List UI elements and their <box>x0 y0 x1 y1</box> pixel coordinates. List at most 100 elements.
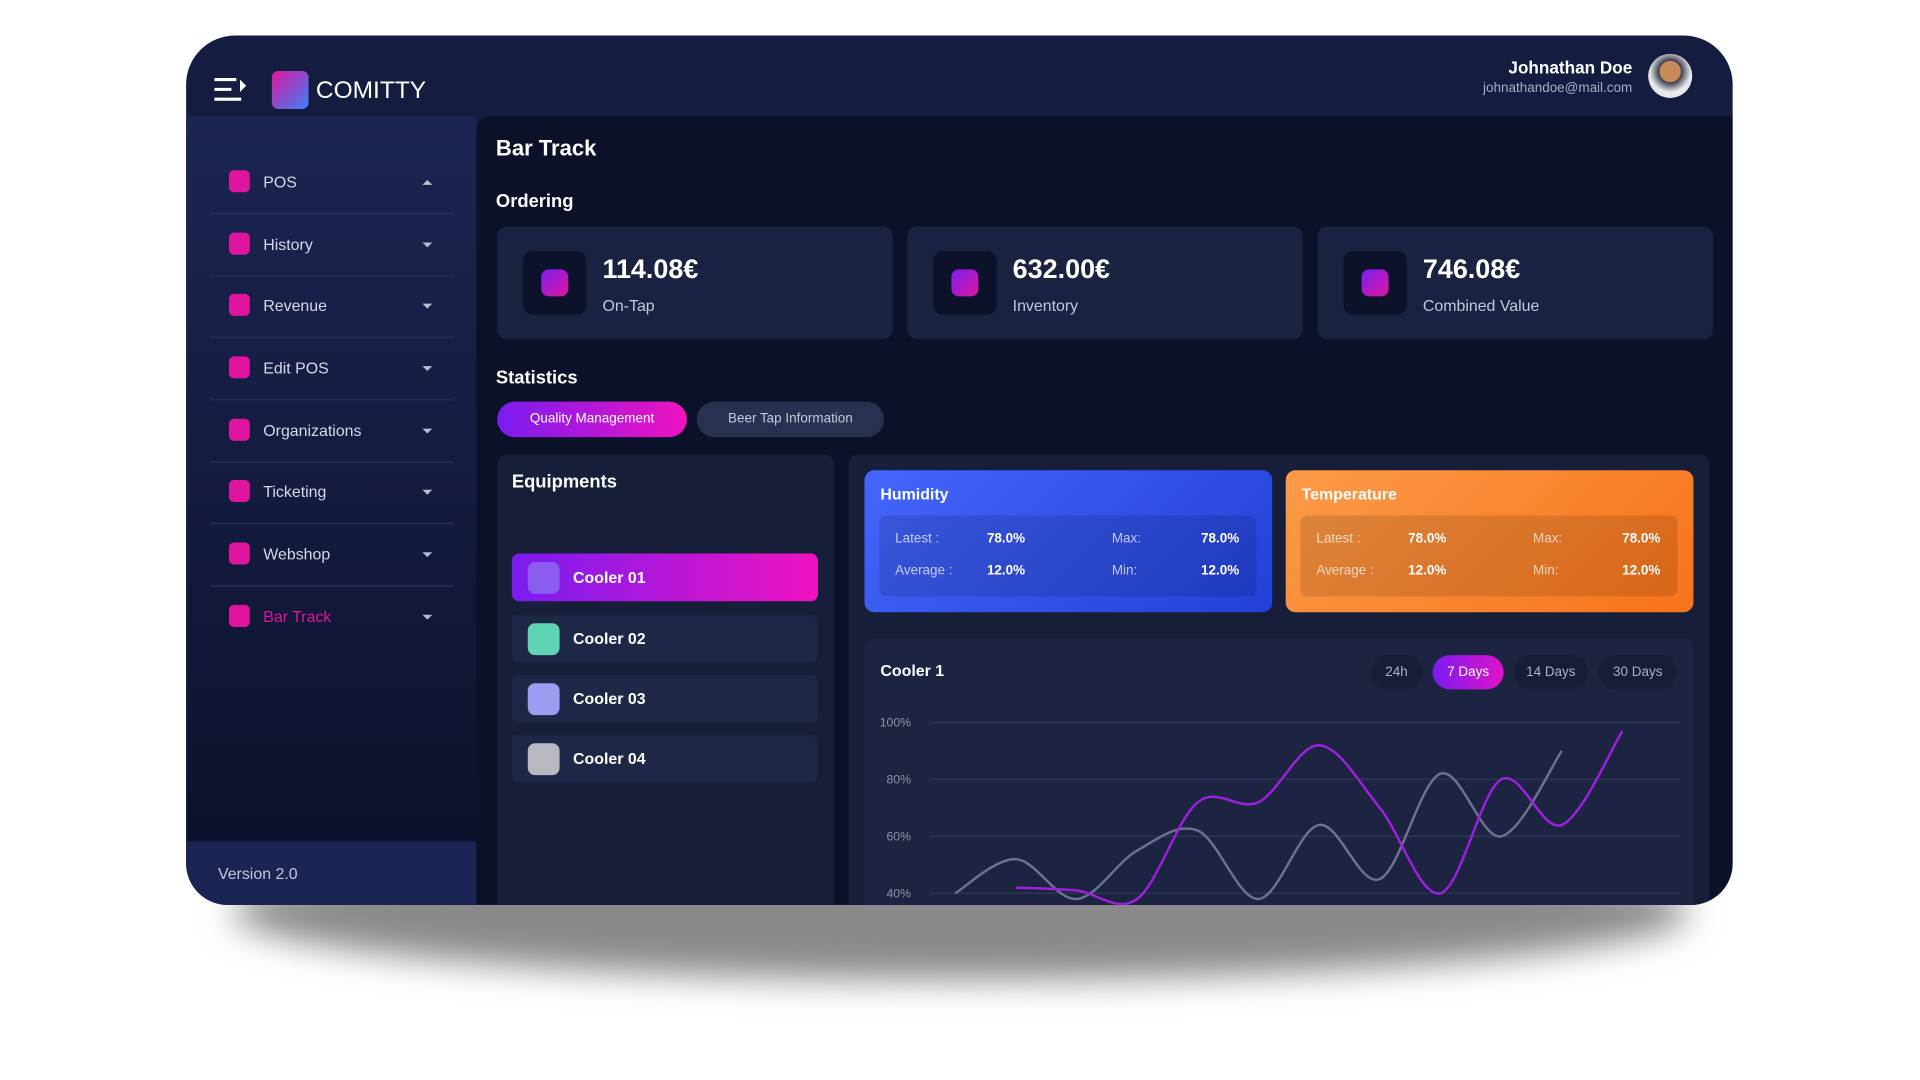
stat-card: 114.08€ On-Tap <box>497 226 893 340</box>
tab[interactable]: Beer Tap Information <box>696 401 885 438</box>
nav-label: POS <box>263 172 297 192</box>
equipment-item[interactable]: Cooler 01 <box>511 553 818 602</box>
nav-icon <box>228 542 250 565</box>
stat-card: 632.00€ Inventory <box>907 226 1303 340</box>
nav-label: Webshop <box>263 544 331 564</box>
nav-item[interactable]: Webshop <box>210 524 454 587</box>
equipment-item[interactable]: Cooler 04 <box>511 734 818 783</box>
card-value: 746.08€ <box>1422 253 1521 285</box>
sensor-value: 78.0% <box>1408 531 1447 547</box>
sensor-card: Humidity Latest : 78.0% Max: 78.0% Average : 1… <box>864 470 1273 613</box>
chevron <box>422 242 433 248</box>
range-button[interactable]: 7 Days <box>1432 655 1504 690</box>
menu-toggle[interactable] <box>214 76 248 105</box>
dashboard: COMITTY Johnathan Doe johnathandoe@mail.… <box>186 35 1733 905</box>
y-tick-label: 60% <box>887 830 912 844</box>
equipment-name: Cooler 02 <box>573 629 646 648</box>
range-button[interactable]: 30 Days <box>1597 655 1678 690</box>
sensor-value: 12.0% <box>1622 563 1661 578</box>
avatar[interactable] <box>1648 53 1693 98</box>
sensor-label: Latest : <box>1316 531 1361 547</box>
range-button[interactable]: 14 Days <box>1513 655 1589 690</box>
sensor-label: Average : <box>895 563 953 578</box>
statistics-panel: Cooler 1 100% 80% 60% 40% 24h 7 Days 14 Days 3… <box>848 454 1710 905</box>
card-value: 632.00€ <box>1012 253 1111 285</box>
equipment-icon <box>527 562 560 594</box>
y-tick-label: 100% <box>880 716 911 730</box>
equipment-name: Cooler 03 <box>573 689 646 708</box>
nav-label: History <box>263 235 313 254</box>
card-icon-box <box>933 251 997 315</box>
user-email: johnathandoe@mail.com <box>1483 80 1633 96</box>
card-label: Combined Value <box>1422 296 1540 315</box>
sensor-label: Min: <box>1533 563 1559 578</box>
nav-icon <box>228 604 250 627</box>
nav-icon <box>228 170 250 193</box>
nav-icon <box>228 293 250 316</box>
line-chart: 100% 80% 60% 40% <box>880 716 1681 905</box>
chevron <box>422 180 433 185</box>
nav-item[interactable]: Edit POS <box>210 338 454 401</box>
user-name: Johnathan Doe <box>1508 57 1633 78</box>
card-icon-box <box>522 251 587 315</box>
tab-active[interactable]: Quality Management <box>497 401 687 438</box>
card-icon <box>951 269 979 297</box>
sensor-label: Average : <box>1316 563 1374 578</box>
nav-item[interactable]: History <box>210 214 454 277</box>
section-title: Statistics <box>495 367 578 389</box>
nav-icon <box>228 418 250 441</box>
equipment-icon <box>527 623 560 656</box>
chevron <box>422 614 433 620</box>
version: Version 2.0 <box>217 864 298 883</box>
panel-title: Equipments <box>511 471 617 493</box>
logo[interactable] <box>271 71 309 109</box>
nav-icon <box>228 232 250 255</box>
stat-card: 746.08€ Combined Value <box>1317 226 1714 340</box>
sensor-value: 12.0% <box>1408 563 1447 578</box>
nav-item[interactable]: Ticketing <box>210 462 454 525</box>
page-title: Bar Track <box>495 135 597 161</box>
card-label: Inventory <box>1012 296 1079 315</box>
nav-item[interactable]: Organizations <box>210 400 454 463</box>
sensor-value: 78.0% <box>1200 531 1240 547</box>
nav-icon <box>228 356 250 379</box>
equipment-item[interactable]: Cooler 03 <box>511 674 818 723</box>
chevron <box>422 552 433 558</box>
version-box: Version 2.0 <box>186 841 477 905</box>
nav-label: Edit POS <box>263 358 329 378</box>
equipment-item[interactable]: Cooler 02 <box>511 614 818 663</box>
sensor-value: 12.0% <box>986 563 1026 578</box>
sensor-box <box>1300 515 1678 597</box>
card-label: On-Tap <box>602 296 655 315</box>
card-value: 114.08€ <box>602 253 699 285</box>
nav-icon <box>228 480 250 503</box>
chart-card: Cooler 1 100% 80% 60% 40% 24h 7 Days 14 Days 3… <box>864 637 1694 905</box>
brand[interactable]: COMITTY <box>315 77 427 105</box>
chevron <box>422 303 433 309</box>
sensor-label: Latest : <box>895 531 940 547</box>
line-series <box>1015 730 1624 905</box>
chart-title: Cooler 1 <box>880 661 945 680</box>
sensor-value: 78.0% <box>986 531 1026 547</box>
y-tick-label: 40% <box>887 887 912 901</box>
sensor-title: Temperature <box>1301 484 1397 504</box>
nav-item[interactable]: Revenue <box>210 276 454 338</box>
equipments-panel: Equipments Cooler 01 Cooler 02 Cooler 03 Co… <box>497 454 834 905</box>
chevron <box>422 428 433 434</box>
chevron <box>422 489 433 495</box>
sensor-box <box>879 515 1257 597</box>
nav-label: Organizations <box>263 421 362 440</box>
nav-label: Bar Track <box>263 607 332 626</box>
range-button[interactable]: 24h <box>1370 655 1423 690</box>
nav-item[interactable]: Bar Track <box>211 587 453 648</box>
card-icon-box <box>1343 251 1407 315</box>
sensor-value: 12.0% <box>1200 563 1240 578</box>
card-icon <box>541 269 569 297</box>
nav-item[interactable]: POS <box>210 152 454 215</box>
section-title: Ordering <box>495 191 574 212</box>
sensor-value: 78.0% <box>1622 531 1661 547</box>
sensor-label: Max: <box>1111 531 1142 547</box>
equipment-icon <box>527 683 560 716</box>
